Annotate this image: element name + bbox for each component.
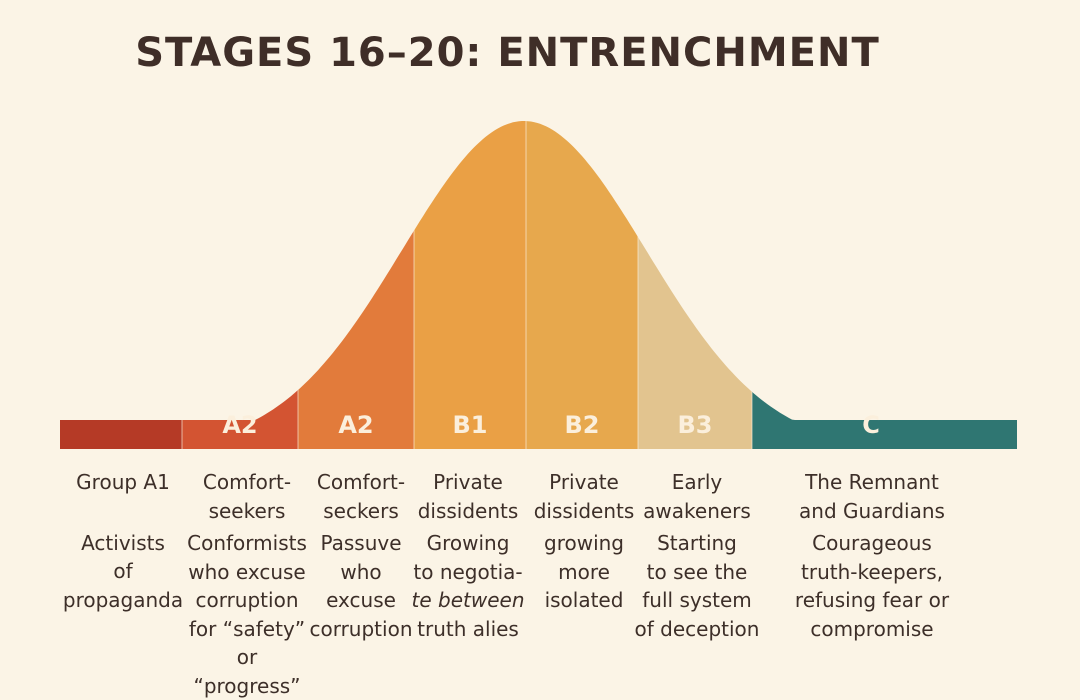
description-line: isolated <box>544 588 624 612</box>
group-name-line: awakeners <box>643 498 751 523</box>
column-c: The Remnant and Guardians Courageous tru… <box>780 468 964 643</box>
column-a2-passive: Comfort- seckers Passuve who excuse corr… <box>305 468 417 643</box>
description-line: compromise <box>810 616 934 641</box>
description-line: for “safety” <box>188 616 306 641</box>
description-line: truth-keepers, <box>801 559 943 584</box>
group-name-line: Private <box>549 470 619 494</box>
description-line: Conformists <box>187 531 307 555</box>
group-name-line: seekers <box>208 498 286 523</box>
group-description: Starting to see the full system of decep… <box>634 529 760 643</box>
description-line: of <box>113 559 133 583</box>
group-description: Activists of propaganda <box>60 529 186 615</box>
group-name: Private dissidents <box>410 468 526 525</box>
group-description: growing more isolated <box>528 529 640 615</box>
description-line: full system <box>642 588 752 612</box>
group-name: Early awakeners <box>634 468 760 525</box>
diagram-title: STAGES 16–20: ENTRENCHMENT <box>135 30 880 76</box>
description-line: propaganda <box>62 587 184 612</box>
group-name-line: seckers <box>323 498 399 523</box>
description-line: Courageous <box>812 531 932 555</box>
description-line: who excuse <box>188 559 306 584</box>
group-name-line: dissidents <box>533 498 635 523</box>
description-line: Passuve <box>320 531 402 555</box>
group-name-line: and Guardians <box>799 498 945 523</box>
group-name: Private dissidents <box>528 468 640 525</box>
description-line: or “progress” <box>193 645 301 698</box>
segment-b3 <box>638 121 752 449</box>
segment-label-c: C <box>862 411 880 439</box>
segment-a1 <box>60 121 182 449</box>
group-name: Comfort- seekers <box>183 468 311 525</box>
description-line: corruption <box>309 616 413 641</box>
group-name: Comfort- seckers <box>305 468 417 525</box>
description-line: refusing fear or <box>794 588 950 612</box>
column-b1: Private dissidents Growing to negotia- t… <box>410 468 526 643</box>
description-line: more <box>558 559 610 584</box>
segment-a2-first <box>182 121 298 449</box>
description-line: corruption <box>195 588 299 612</box>
description-line: of deception <box>634 616 760 641</box>
group-name-line: The Remnant <box>805 470 939 494</box>
description-line: Starting <box>657 531 737 555</box>
group-name-line: Early <box>671 470 723 494</box>
column-a2-conformists: Comfort- seekers Conformists who excuse … <box>183 468 311 700</box>
group-name-line: dissidents <box>417 498 519 523</box>
column-b3: Early awakeners Starting to see the full… <box>634 468 760 643</box>
segment-b1 <box>414 121 526 449</box>
description-line: excuse <box>326 588 396 612</box>
description-line: growing <box>544 531 624 555</box>
description-line: to see the <box>646 559 748 584</box>
segment-b2 <box>526 121 638 449</box>
group-name-line: Group A1 <box>76 470 170 494</box>
group-name-line: Comfort- <box>202 470 292 494</box>
group-name: Group A1 <box>60 468 186 497</box>
group-description: Conformists who excuse corruption for “s… <box>183 529 311 700</box>
segment-a2-second <box>298 121 414 449</box>
description-line: te between <box>411 588 525 612</box>
group-description: Passuve who excuse corruption <box>305 529 417 643</box>
group-name: The Remnant and Guardians <box>780 468 964 525</box>
group-name-line: Private <box>433 470 503 494</box>
description-line: Activists <box>81 530 165 555</box>
segment-label-a2: A2 <box>338 411 373 439</box>
group-name-line: Comfort- <box>316 470 406 494</box>
description-line: Growing <box>426 531 510 555</box>
segment-c <box>752 121 1017 449</box>
description-line: who <box>340 559 382 584</box>
segment-label-b2: B2 <box>565 411 600 439</box>
column-group-a1: Group A1 Activists of propaganda <box>60 468 186 614</box>
segment-label-b3: B3 <box>678 411 713 439</box>
description-line: to negotia- <box>413 559 523 584</box>
description-line: truth alies <box>417 616 519 641</box>
group-description: Courageous truth-keepers, refusing fear … <box>780 529 964 643</box>
column-b2: Private dissidents growing more isolated <box>528 468 640 615</box>
segment-label-a2: A2 <box>222 411 257 439</box>
segment-label-b1: B1 <box>453 411 488 439</box>
group-description: Growing to negotia- te between truth ali… <box>410 529 526 643</box>
